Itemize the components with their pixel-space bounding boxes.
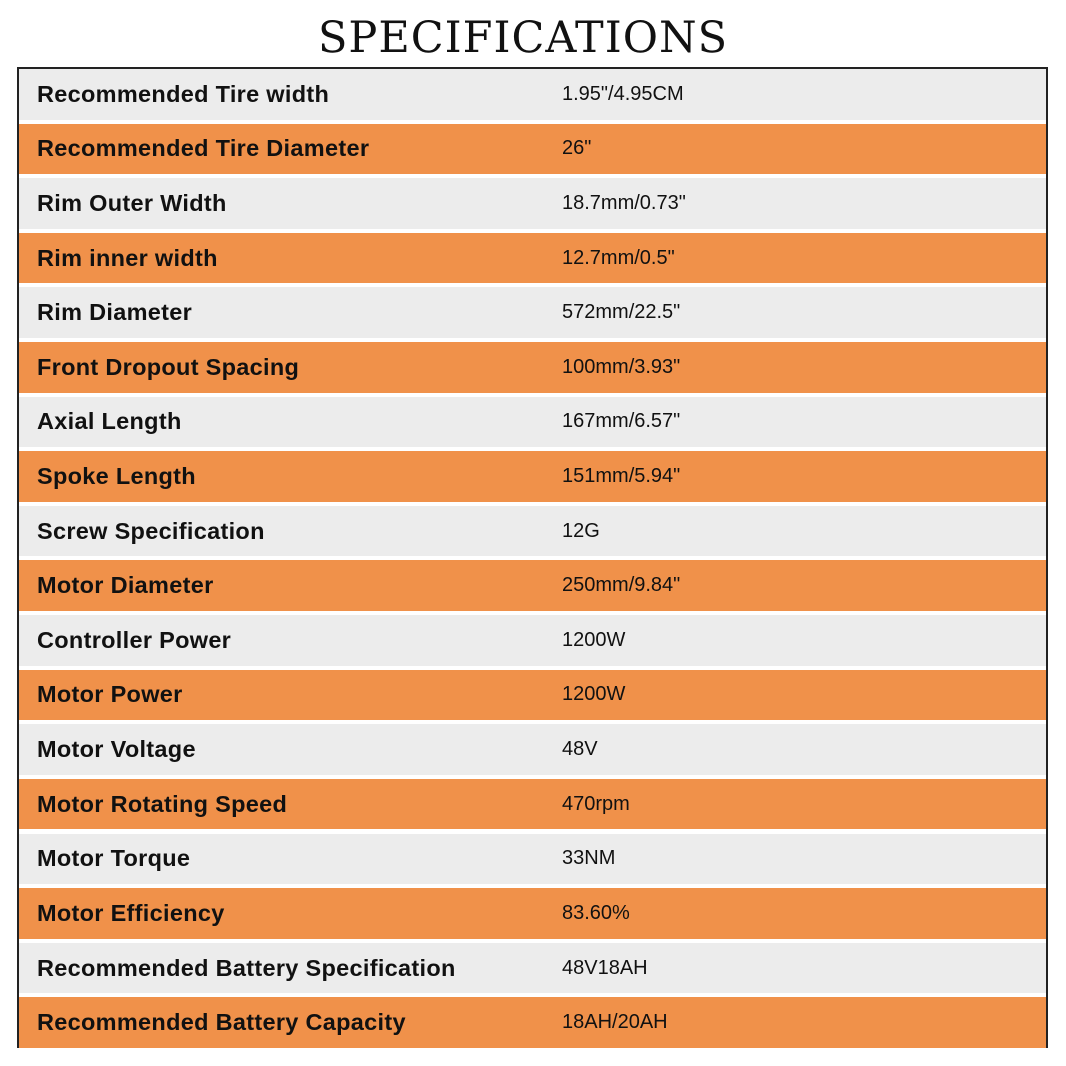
spec-row: Motor Diameter 250mm/9.84" bbox=[19, 560, 1046, 611]
spec-value: 100mm/3.93" bbox=[562, 355, 681, 378]
specifications-table: Recommended Tire width 1.95"/4.95CM Recomm… bbox=[17, 67, 1048, 1048]
spec-label: Motor Torque bbox=[37, 845, 191, 872]
spec-value: 1200W bbox=[562, 628, 626, 651]
spec-value: 48V bbox=[562, 738, 598, 761]
spec-row: Rim Outer Width 18.7mm/0.73" bbox=[19, 178, 1046, 229]
spec-value: 12.7mm/0.5" bbox=[562, 246, 675, 269]
spec-row: Spoke Length 151mm/5.94" bbox=[19, 451, 1046, 502]
spec-row: Motor Power 1200W bbox=[19, 669, 1046, 721]
spec-value: 33NM bbox=[562, 847, 616, 870]
spec-label: Recommended Tire width bbox=[37, 80, 330, 107]
spec-row: Motor Rotating Speed 470rpm bbox=[19, 778, 1046, 830]
spec-label: Rim inner width bbox=[37, 244, 218, 271]
spec-label: Screw Specification bbox=[37, 517, 265, 544]
spec-label: Recommended Tire Diameter bbox=[37, 135, 370, 162]
spec-row: Controller Power 1200W bbox=[19, 615, 1046, 666]
spec-label: Front Dropout Spacing bbox=[37, 353, 300, 380]
spec-value: 1200W bbox=[562, 683, 626, 706]
spec-label: Spoke Length bbox=[37, 463, 196, 490]
spec-value: 151mm/5.94" bbox=[562, 465, 681, 488]
spec-row: Motor Torque 33NM bbox=[19, 833, 1046, 885]
spec-value: 18.7mm/0.73" bbox=[562, 191, 686, 214]
spec-row: Recommended Battery Capacity 18AH/20AH bbox=[19, 997, 1046, 1048]
spec-value: 12G bbox=[562, 519, 600, 542]
spec-label: Motor Power bbox=[37, 681, 183, 708]
spec-row: Axial Length 167mm/6.57" bbox=[19, 396, 1046, 448]
spec-row: Recommended Tire width 1.95"/4.95CM bbox=[19, 69, 1046, 120]
spec-value: 18AH/20AH bbox=[562, 1011, 668, 1034]
spec-value: 83.60% bbox=[562, 901, 630, 924]
spec-value: 572mm/22.5" bbox=[562, 301, 681, 324]
spec-label: Recommended Battery Specification bbox=[37, 954, 456, 981]
spec-value: 48V18AH bbox=[562, 956, 648, 979]
spec-row: Front Dropout Spacing 100mm/3.93" bbox=[19, 342, 1046, 393]
spec-row: Recommended Battery Specification 48V18AH bbox=[19, 942, 1046, 994]
spec-label: Rim Diameter bbox=[37, 299, 193, 326]
spec-value: 470rpm bbox=[562, 792, 630, 815]
spec-label: Motor Rotating Speed bbox=[37, 790, 288, 817]
spec-row: Recommended Tire Diameter 26" bbox=[19, 123, 1046, 175]
page-title: SPECIFICATIONS bbox=[317, 13, 729, 63]
spec-value: 1.95"/4.95CM bbox=[562, 82, 684, 105]
spec-row: Rim inner width 12.7mm/0.5" bbox=[19, 232, 1046, 284]
spec-row: Rim Diameter 572mm/22.5" bbox=[19, 287, 1046, 338]
spec-label: Rim Outer Width bbox=[37, 189, 227, 216]
spec-label: Axial Length bbox=[37, 408, 182, 435]
spec-label: Controller Power bbox=[37, 626, 232, 653]
spec-label: Recommended Battery Capacity bbox=[37, 1009, 406, 1036]
spec-row: Motor Efficiency 83.60% bbox=[19, 888, 1046, 939]
spec-value: 250mm/9.84" bbox=[562, 574, 681, 597]
spec-label: Motor Diameter bbox=[37, 572, 214, 599]
spec-label: Motor Voltage bbox=[37, 736, 196, 763]
spec-value: 26" bbox=[562, 137, 592, 160]
spec-label: Motor Efficiency bbox=[37, 899, 225, 926]
spec-value: 167mm/6.57" bbox=[562, 410, 681, 433]
spec-row: Motor Voltage 48V bbox=[19, 724, 1046, 775]
spec-row: Screw Specification 12G bbox=[19, 505, 1046, 557]
